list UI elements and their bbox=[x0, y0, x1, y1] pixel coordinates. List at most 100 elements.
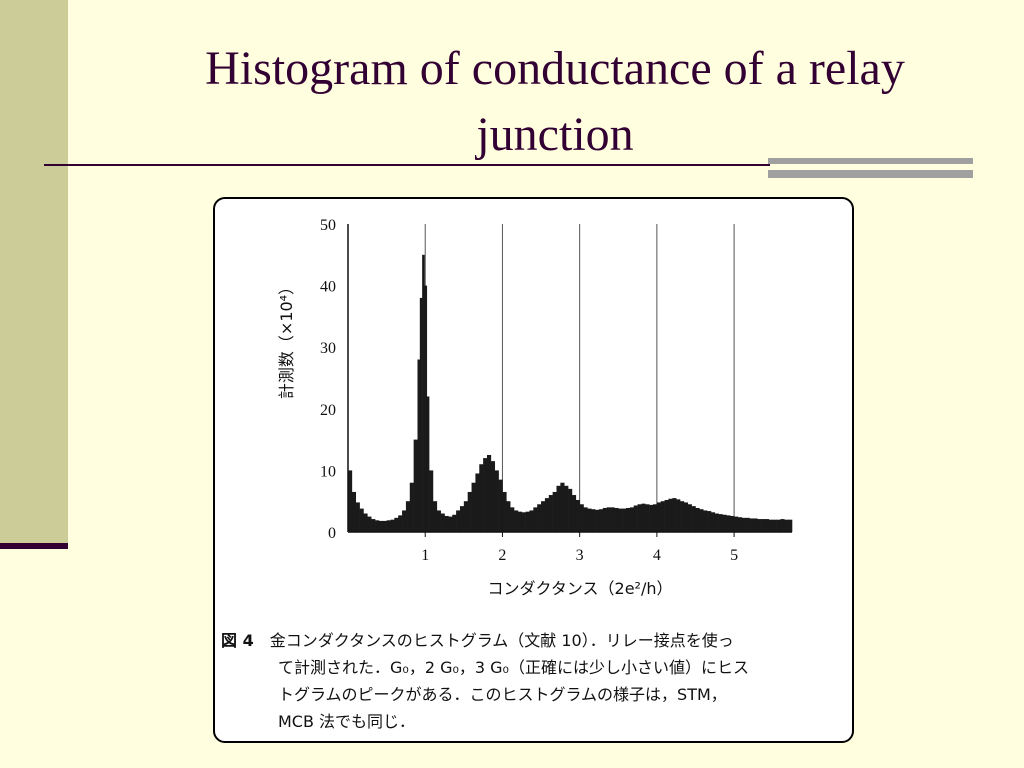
histogram-bar bbox=[398, 515, 403, 532]
histogram-bar bbox=[402, 510, 407, 532]
histogram-bar bbox=[452, 514, 457, 532]
histogram-bar bbox=[426, 396, 430, 532]
histogram-bar bbox=[568, 488, 573, 532]
title-underline bbox=[44, 164, 770, 166]
histogram-bar bbox=[703, 510, 708, 532]
title-accent-bar-bottom bbox=[768, 170, 973, 178]
x-tick-label-4: 4 bbox=[653, 547, 661, 564]
histogram-bar bbox=[629, 507, 635, 532]
histogram-bar bbox=[571, 495, 577, 532]
histogram-bar bbox=[382, 520, 387, 532]
y-tick-label-20: 20 bbox=[320, 402, 336, 419]
histogram-bar bbox=[737, 517, 743, 532]
histogram-bar bbox=[776, 519, 781, 532]
histogram-bar bbox=[529, 510, 534, 532]
histogram-bar bbox=[429, 470, 434, 532]
y-tick-label-10: 10 bbox=[320, 463, 336, 480]
histogram-bar bbox=[367, 516, 372, 532]
histogram-bars bbox=[348, 254, 793, 533]
histogram-bar bbox=[463, 501, 468, 532]
histogram-bar bbox=[637, 504, 642, 532]
histogram-bar bbox=[633, 505, 638, 532]
histogram-bar bbox=[448, 516, 453, 532]
histogram-bar bbox=[479, 464, 484, 532]
histogram-bar bbox=[424, 285, 428, 532]
histogram-bar bbox=[691, 506, 696, 532]
histogram-bar bbox=[548, 495, 553, 532]
histogram-bar bbox=[591, 509, 596, 532]
histogram-bar bbox=[598, 509, 604, 532]
histogram-bar bbox=[718, 514, 723, 532]
histogram-bar bbox=[363, 513, 368, 532]
histogram-bar bbox=[764, 519, 770, 532]
histogram-bar bbox=[556, 485, 561, 532]
histogram-bar bbox=[714, 513, 719, 532]
histogram-bar bbox=[672, 498, 677, 532]
histogram-bar bbox=[595, 509, 600, 532]
x-tick-labels: 1 2 3 4 5 bbox=[421, 547, 738, 564]
histogram-bar bbox=[490, 461, 496, 532]
caption-line-2: て計測された．G₀，2 G₀，3 G₀（正確には少し小さい値）にヒス bbox=[278, 658, 749, 677]
histogram-bar bbox=[788, 519, 793, 532]
y-axis-label: 計測数（×10⁴） bbox=[277, 279, 296, 399]
histogram-bar bbox=[583, 507, 588, 532]
histogram-bar bbox=[506, 501, 511, 532]
histogram-bar bbox=[575, 499, 580, 532]
histogram-bar bbox=[625, 507, 631, 532]
histogram-bar bbox=[656, 502, 662, 532]
histogram-bar bbox=[544, 498, 550, 532]
histogram-bar bbox=[409, 482, 414, 532]
histogram-bar bbox=[753, 518, 758, 532]
histogram-bar bbox=[722, 514, 727, 532]
histogram-bar bbox=[359, 508, 364, 532]
histogram-bar bbox=[502, 491, 507, 532]
histogram-bar bbox=[355, 502, 360, 532]
left-decor-band-edge bbox=[0, 543, 68, 549]
x-axis-label: コンダクタンス（2e²/h） bbox=[487, 579, 672, 598]
histogram-bar bbox=[660, 501, 665, 532]
histogram-bar bbox=[699, 509, 704, 532]
histogram-bar bbox=[422, 254, 425, 533]
histogram-bar bbox=[780, 519, 785, 532]
histogram-bar bbox=[494, 470, 499, 532]
histogram-bar bbox=[419, 297, 423, 532]
histogram-bar bbox=[405, 501, 411, 532]
y-tick-label-30: 30 bbox=[320, 340, 336, 357]
histogram-bar bbox=[757, 519, 762, 532]
y-tick-label-0: 0 bbox=[328, 525, 336, 542]
histogram-bar bbox=[390, 519, 395, 532]
histogram-bar bbox=[475, 473, 480, 532]
caption-line-3: トグラムのピークがある．このヒストグラムの様子は，STM， bbox=[278, 685, 727, 704]
histogram-bar bbox=[386, 520, 391, 532]
histogram-bar bbox=[471, 482, 476, 532]
histogram-bar bbox=[687, 504, 692, 532]
figure-number: 図 4 bbox=[221, 631, 254, 650]
histogram-bar bbox=[710, 512, 716, 532]
x-tick-label-3: 3 bbox=[576, 547, 584, 564]
histogram-bar bbox=[456, 510, 461, 532]
histogram-bar bbox=[432, 501, 438, 532]
x-tick-label-5: 5 bbox=[730, 547, 738, 564]
histogram-bar bbox=[622, 508, 627, 532]
histogram-bar bbox=[483, 458, 488, 532]
histogram-bar bbox=[587, 508, 592, 532]
histogram-bar bbox=[745, 517, 750, 532]
slide-title: Histogram of conductance of a relay junc… bbox=[205, 42, 905, 161]
histogram-bar bbox=[552, 491, 557, 532]
histogram-bar bbox=[772, 519, 777, 532]
y-tick-label-40: 40 bbox=[320, 279, 336, 296]
histogram-bar bbox=[521, 512, 526, 532]
figure-caption: 図 4 金コンダクタンスのヒストグラム（文献 10）．リレー接点を使っ て計測され… bbox=[221, 627, 845, 735]
histogram-bar bbox=[514, 510, 519, 532]
caption-line-1: 図 4 金コンダクタンスのヒストグラム（文献 10）．リレー接点を使っ bbox=[221, 627, 845, 654]
histogram-bar bbox=[761, 519, 766, 532]
title-accent-bar-top bbox=[768, 158, 973, 164]
histogram-bar bbox=[459, 506, 465, 532]
y-tick-label-50: 50 bbox=[320, 217, 336, 234]
axes bbox=[347, 224, 792, 537]
histogram-bar bbox=[664, 499, 669, 532]
histogram-bar bbox=[378, 520, 384, 532]
histogram-bar bbox=[541, 501, 546, 532]
histogram-bar bbox=[351, 491, 357, 532]
histogram-bar bbox=[498, 479, 503, 532]
